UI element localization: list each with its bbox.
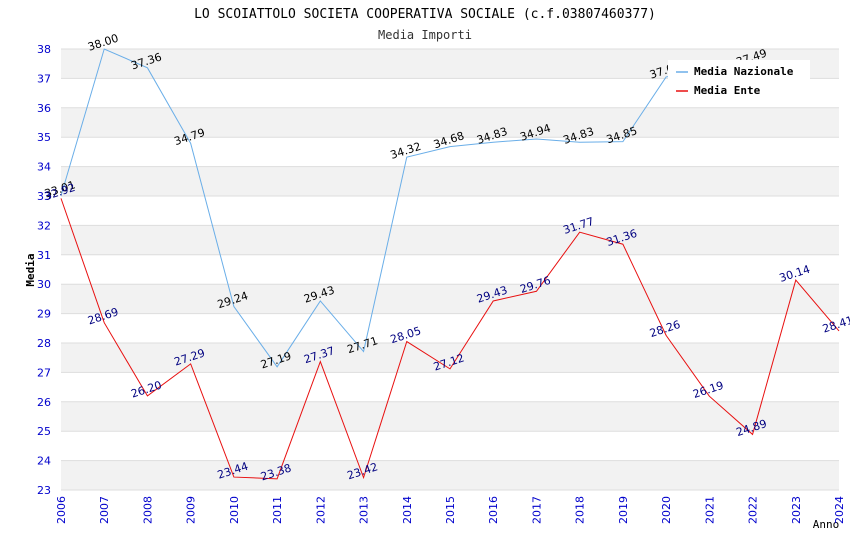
band-27 — [61, 343, 839, 373]
series-line-media-nazionale — [60, 48, 753, 368]
y-tick-label: 36 — [37, 102, 51, 115]
x-tick-label: 2007 — [98, 496, 111, 524]
y-tick-label: 38 — [37, 43, 51, 56]
x-axis-label: Anno — [813, 518, 840, 531]
legend: Media Nazionale Media Ente — [668, 60, 810, 102]
x-tick-label: 2022 — [747, 496, 760, 524]
x-tick-label: 2013 — [358, 496, 371, 524]
x-tick-label: 2016 — [487, 496, 500, 524]
x-tick-label: 2019 — [617, 496, 630, 524]
legend-label-media-ente: Media Ente — [694, 84, 761, 97]
x-tick-label: 2018 — [574, 496, 587, 524]
y-tick-label: 28 — [37, 337, 51, 350]
band-34 — [61, 137, 839, 167]
x-tick-label: 2023 — [790, 496, 803, 524]
y-tick-label: 31 — [37, 249, 51, 262]
x-tick-label: 2006 — [55, 496, 68, 524]
x-tick-label: 2011 — [271, 496, 284, 524]
x-tick-label: 2020 — [660, 496, 673, 524]
band-26 — [61, 372, 839, 402]
y-tick-label: 25 — [37, 425, 51, 438]
chart-title: LO SCOIATTOLO SOCIETA COOPERATIVA SOCIAL… — [194, 7, 656, 22]
x-axis-ticks: 2006 2007 2008 2009 2010 2011 2012 2013 2014 2015… — [55, 496, 846, 524]
y-tick-label: 30 — [37, 278, 51, 291]
band-24 — [61, 431, 839, 461]
band-32 — [61, 196, 839, 226]
y-axis-ticks: 23 24 25 26 27 28 29 30 31 32 33 34 35 36 37 38 — [37, 43, 51, 497]
series-lines — [60, 48, 840, 480]
band-30 — [61, 254, 839, 285]
y-tick-label: 35 — [37, 131, 51, 144]
x-tick-label: 2012 — [314, 496, 327, 524]
y-axis-label: Media — [24, 253, 37, 286]
y-tick-label: 34 — [37, 161, 51, 174]
legend-label-media-nazionale: Media Nazionale — [694, 65, 794, 78]
y-tick-label: 37 — [37, 72, 51, 85]
band-25 — [61, 401, 839, 432]
band-28 — [61, 313, 839, 343]
x-tick-label: 2010 — [228, 496, 241, 524]
x-tick-label: 2008 — [141, 496, 154, 524]
x-tick-label: 2015 — [444, 496, 457, 524]
plot-background-bands — [61, 49, 839, 490]
x-tick-label: 2024 — [833, 496, 846, 524]
band-23 — [61, 460, 839, 490]
x-tick-label: 2021 — [703, 496, 716, 524]
y-tick-label: 32 — [37, 219, 51, 232]
y-tick-label: 26 — [37, 396, 51, 409]
grid-lines — [61, 48, 839, 491]
y-tick-label: 24 — [37, 455, 51, 468]
y-tick-label: 23 — [37, 484, 51, 497]
y-tick-label: 33 — [37, 190, 51, 203]
y-tick-label: 29 — [37, 308, 51, 321]
legend-box — [668, 60, 810, 102]
y-tick-label: 27 — [37, 366, 51, 379]
band-31 — [61, 225, 839, 255]
band-35 — [61, 107, 839, 138]
band-33 — [61, 166, 839, 196]
x-tick-label: 2014 — [401, 496, 414, 524]
band-29 — [61, 284, 839, 314]
x-tick-label: 2017 — [530, 496, 543, 524]
series-line-media-ente — [60, 198, 840, 480]
x-tick-label: 2009 — [185, 496, 198, 524]
chart-subtitle: Media Importi — [378, 28, 472, 42]
